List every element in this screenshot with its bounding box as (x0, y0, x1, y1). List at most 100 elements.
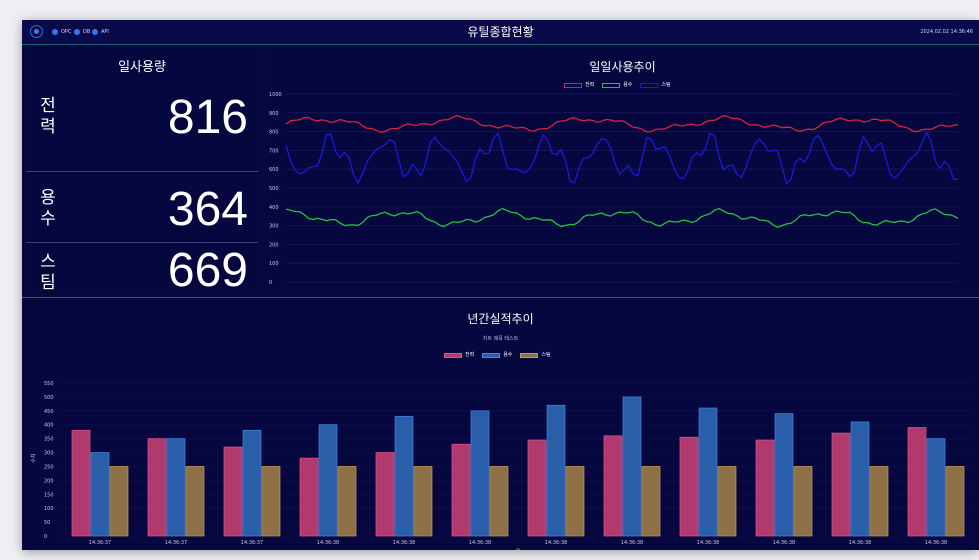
bar[interactable] (546, 404, 566, 537)
metric-value: 669 (167, 244, 248, 297)
x-tick-label: 14:36:38 (773, 540, 795, 546)
legend-label: 스팀 (541, 352, 551, 358)
bar[interactable] (527, 439, 547, 537)
legend-item-water[interactable]: 용수 (482, 351, 512, 359)
bar[interactable] (489, 466, 509, 537)
x-tick-label: 14:36:38 (317, 540, 339, 546)
bar[interactable] (698, 407, 718, 537)
bar[interactable] (945, 466, 965, 537)
legend-label: 전력 (465, 352, 475, 358)
daily-usage-panel: 일사용량 전력 816 용수 364 스팀 669 (26, 48, 258, 297)
divider (26, 242, 258, 243)
chart-title: 일일사용추이 (589, 60, 656, 74)
bar[interactable] (679, 436, 699, 537)
y-tick-label: 150 (44, 492, 54, 498)
bar[interactable] (109, 466, 129, 537)
bar[interactable] (166, 438, 186, 537)
bar[interactable] (451, 443, 471, 537)
legend-swatch (564, 82, 582, 88)
status-label: API (101, 29, 109, 35)
status-dot-icon (74, 29, 80, 35)
legend-item-steam[interactable]: 스팀 (520, 351, 551, 359)
y-tick-label: 900 (269, 111, 279, 117)
bar[interactable] (337, 466, 357, 537)
x-tick-label: 14:36:38 (925, 540, 947, 546)
bar[interactable] (318, 424, 338, 537)
legend-swatch (444, 352, 462, 358)
legend-item-power[interactable]: 전력 (444, 351, 474, 359)
x-tick-label: 14:36:37 (89, 540, 111, 546)
x-tick-label: 14:36:38 (469, 540, 491, 546)
bar[interactable] (375, 452, 395, 537)
legend-item-power[interactable]: 전력 (564, 81, 594, 89)
status-label: OPC (61, 29, 72, 35)
bar[interactable] (470, 410, 490, 537)
bar[interactable] (793, 466, 813, 537)
legend-swatch (640, 82, 659, 88)
y-tick-label: 500 (44, 395, 54, 401)
metric-label: 용수 (40, 188, 56, 229)
status-db: DB (74, 27, 90, 37)
bar[interactable] (603, 435, 623, 537)
divider (22, 297, 979, 298)
top-bar: OPC DB API 유틸종합현황 2024.02.02 14:36:46 (22, 20, 979, 45)
daily-trend-panel: 일일사용추이 전력 용수 스팀 0 100 200 300 400 500 600 700 80… (266, 48, 979, 293)
bar[interactable] (71, 429, 91, 537)
bar[interactable] (413, 466, 433, 537)
legend-item-water[interactable]: 용수 (602, 81, 632, 89)
legend-swatch (602, 82, 621, 88)
bar[interactable] (299, 457, 319, 537)
y-tick-label: 500 (269, 186, 279, 192)
legend-label: 전력 (585, 82, 595, 88)
chart-subtitle: 차트 제목 테스트 (482, 336, 519, 342)
legend-label: 스팀 (661, 82, 671, 88)
bar[interactable] (907, 427, 927, 537)
y-tick-label: 400 (269, 205, 279, 211)
bar[interactable] (926, 438, 946, 537)
bar[interactable] (261, 466, 281, 537)
y-tick-label: 200 (269, 242, 279, 248)
bar[interactable] (185, 466, 205, 537)
x-tick-label: 14:36:37 (241, 540, 263, 546)
bar[interactable] (147, 438, 167, 537)
x-tick-label: 14:36:38 (393, 540, 415, 546)
x-axis-label: 월 (515, 548, 521, 550)
y-tick-label: 550 (44, 381, 54, 387)
metric-row-water: 용수 364 (26, 172, 258, 242)
bar[interactable] (90, 452, 110, 537)
bar[interactable] (717, 466, 737, 537)
bar[interactable] (831, 432, 851, 537)
series-line (285, 131, 958, 186)
bar[interactable] (755, 439, 775, 537)
bar-legend: 전력 용수 스팀 (440, 351, 555, 359)
bar[interactable] (242, 429, 262, 537)
line-legend: 전력 용수 스팀 (560, 81, 675, 89)
x-tick-label: 14:36:38 (545, 540, 567, 546)
legend-swatch (520, 352, 539, 358)
bar[interactable] (622, 396, 642, 537)
y-tick-label: 800 (269, 130, 279, 136)
y-tick-label: 1000 (269, 92, 282, 98)
status-dot-icon (92, 29, 98, 35)
datetime: 2024.02.02 14:36:46 (920, 29, 973, 35)
y-axis-label: 수치 (30, 453, 37, 462)
bar[interactable] (774, 413, 794, 537)
bar[interactable] (850, 421, 870, 537)
x-tick-label: 14:36:38 (621, 540, 643, 546)
bar[interactable] (869, 466, 889, 537)
bar[interactable] (223, 446, 243, 537)
x-tick-label: 14:36:38 (697, 540, 719, 546)
x-tick-label: 14:36:37 (165, 540, 187, 546)
y-tick-label: 100 (269, 261, 279, 267)
y-tick-label: 450 (44, 409, 54, 415)
bar[interactable] (641, 466, 661, 537)
bar[interactable] (394, 416, 414, 537)
legend-swatch (482, 352, 501, 358)
metric-label: 전력 (40, 96, 56, 137)
y-tick-label: 50 (44, 520, 50, 526)
bar[interactable] (565, 466, 585, 537)
y-tick-label: 600 (269, 167, 279, 173)
y-tick-label: 100 (44, 506, 54, 512)
legend-item-steam[interactable]: 스팀 (640, 81, 671, 89)
chart-title: 년간실적추이 (467, 312, 534, 326)
